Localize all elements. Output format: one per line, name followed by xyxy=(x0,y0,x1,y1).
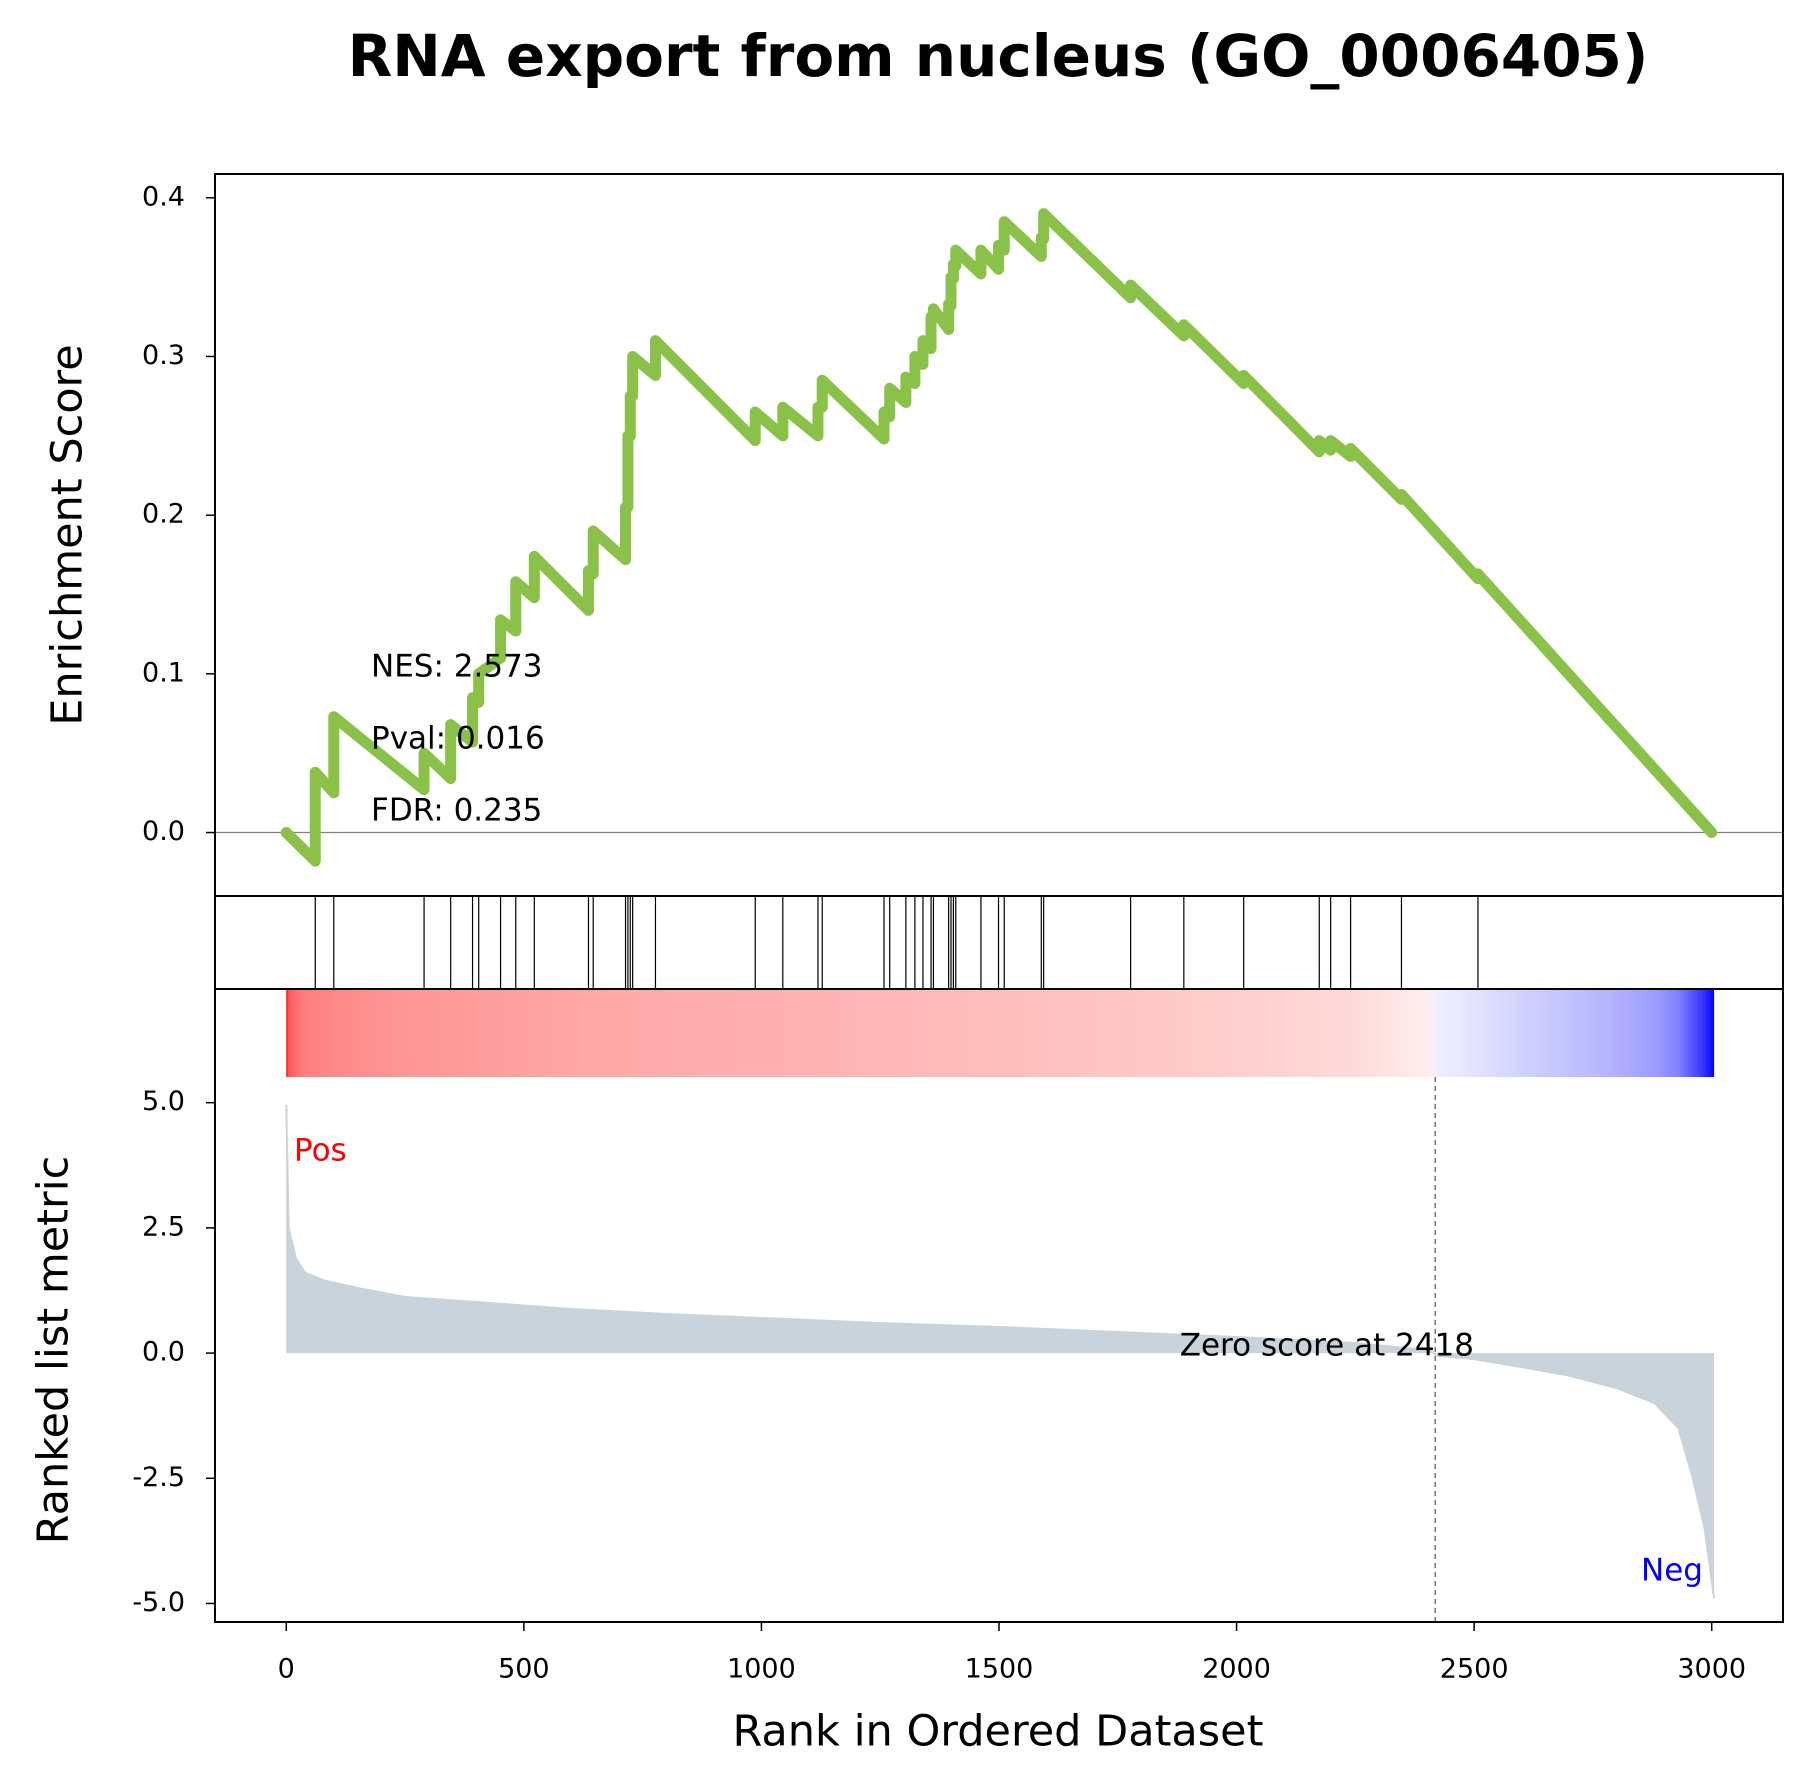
x-tick-label: 0 xyxy=(278,1654,295,1685)
y-tick-label: 5.0 xyxy=(142,1086,185,1117)
x-tick-label: 1000 xyxy=(727,1654,796,1685)
metric-area-fill xyxy=(286,1105,1715,1599)
y-tick-label: 0.0 xyxy=(142,1337,185,1368)
y-axis-label: Enrichment Score xyxy=(43,344,93,726)
x-tick-label: 500 xyxy=(498,1654,550,1685)
annotation: Pval: 0.016 xyxy=(371,721,545,757)
axes-frame xyxy=(214,173,1784,897)
y-tick-label: -5.0 xyxy=(132,1587,185,1618)
x-tick-label: 2500 xyxy=(1440,1654,1509,1685)
y-tick-label: 0.0 xyxy=(142,816,185,847)
y-tick-label: 0.1 xyxy=(142,657,185,688)
colorbar xyxy=(286,990,1715,1077)
neg-label: Neg xyxy=(1641,1553,1703,1589)
x-tick-label: 1500 xyxy=(965,1654,1034,1685)
y-tick-label: 2.5 xyxy=(142,1211,185,1242)
annotation: NES: 2.573 xyxy=(371,649,543,685)
chart-title: RNA export from nucleus (GO_0006405) xyxy=(348,22,1649,90)
zero-score-label: Zero score at 2418 xyxy=(1180,1328,1474,1364)
axes-frame xyxy=(214,988,1784,1623)
x-tick-label: 3000 xyxy=(1677,1654,1746,1685)
es-line xyxy=(280,208,1718,867)
pos-label: Pos xyxy=(294,1133,347,1169)
annotation: FDR: 0.235 xyxy=(371,793,542,829)
y-axis-label: Ranked list metric xyxy=(29,1156,79,1545)
y-tick-label: 0.4 xyxy=(142,181,185,212)
x-axis-label: Rank in Ordered Dataset xyxy=(732,1707,1263,1757)
y-tick-label: -2.5 xyxy=(132,1462,185,1493)
x-tick-label: 2000 xyxy=(1202,1654,1271,1685)
y-tick-label: 0.2 xyxy=(142,499,185,530)
metric-line xyxy=(285,1105,1716,1599)
y-tick-label: 0.3 xyxy=(142,340,185,371)
